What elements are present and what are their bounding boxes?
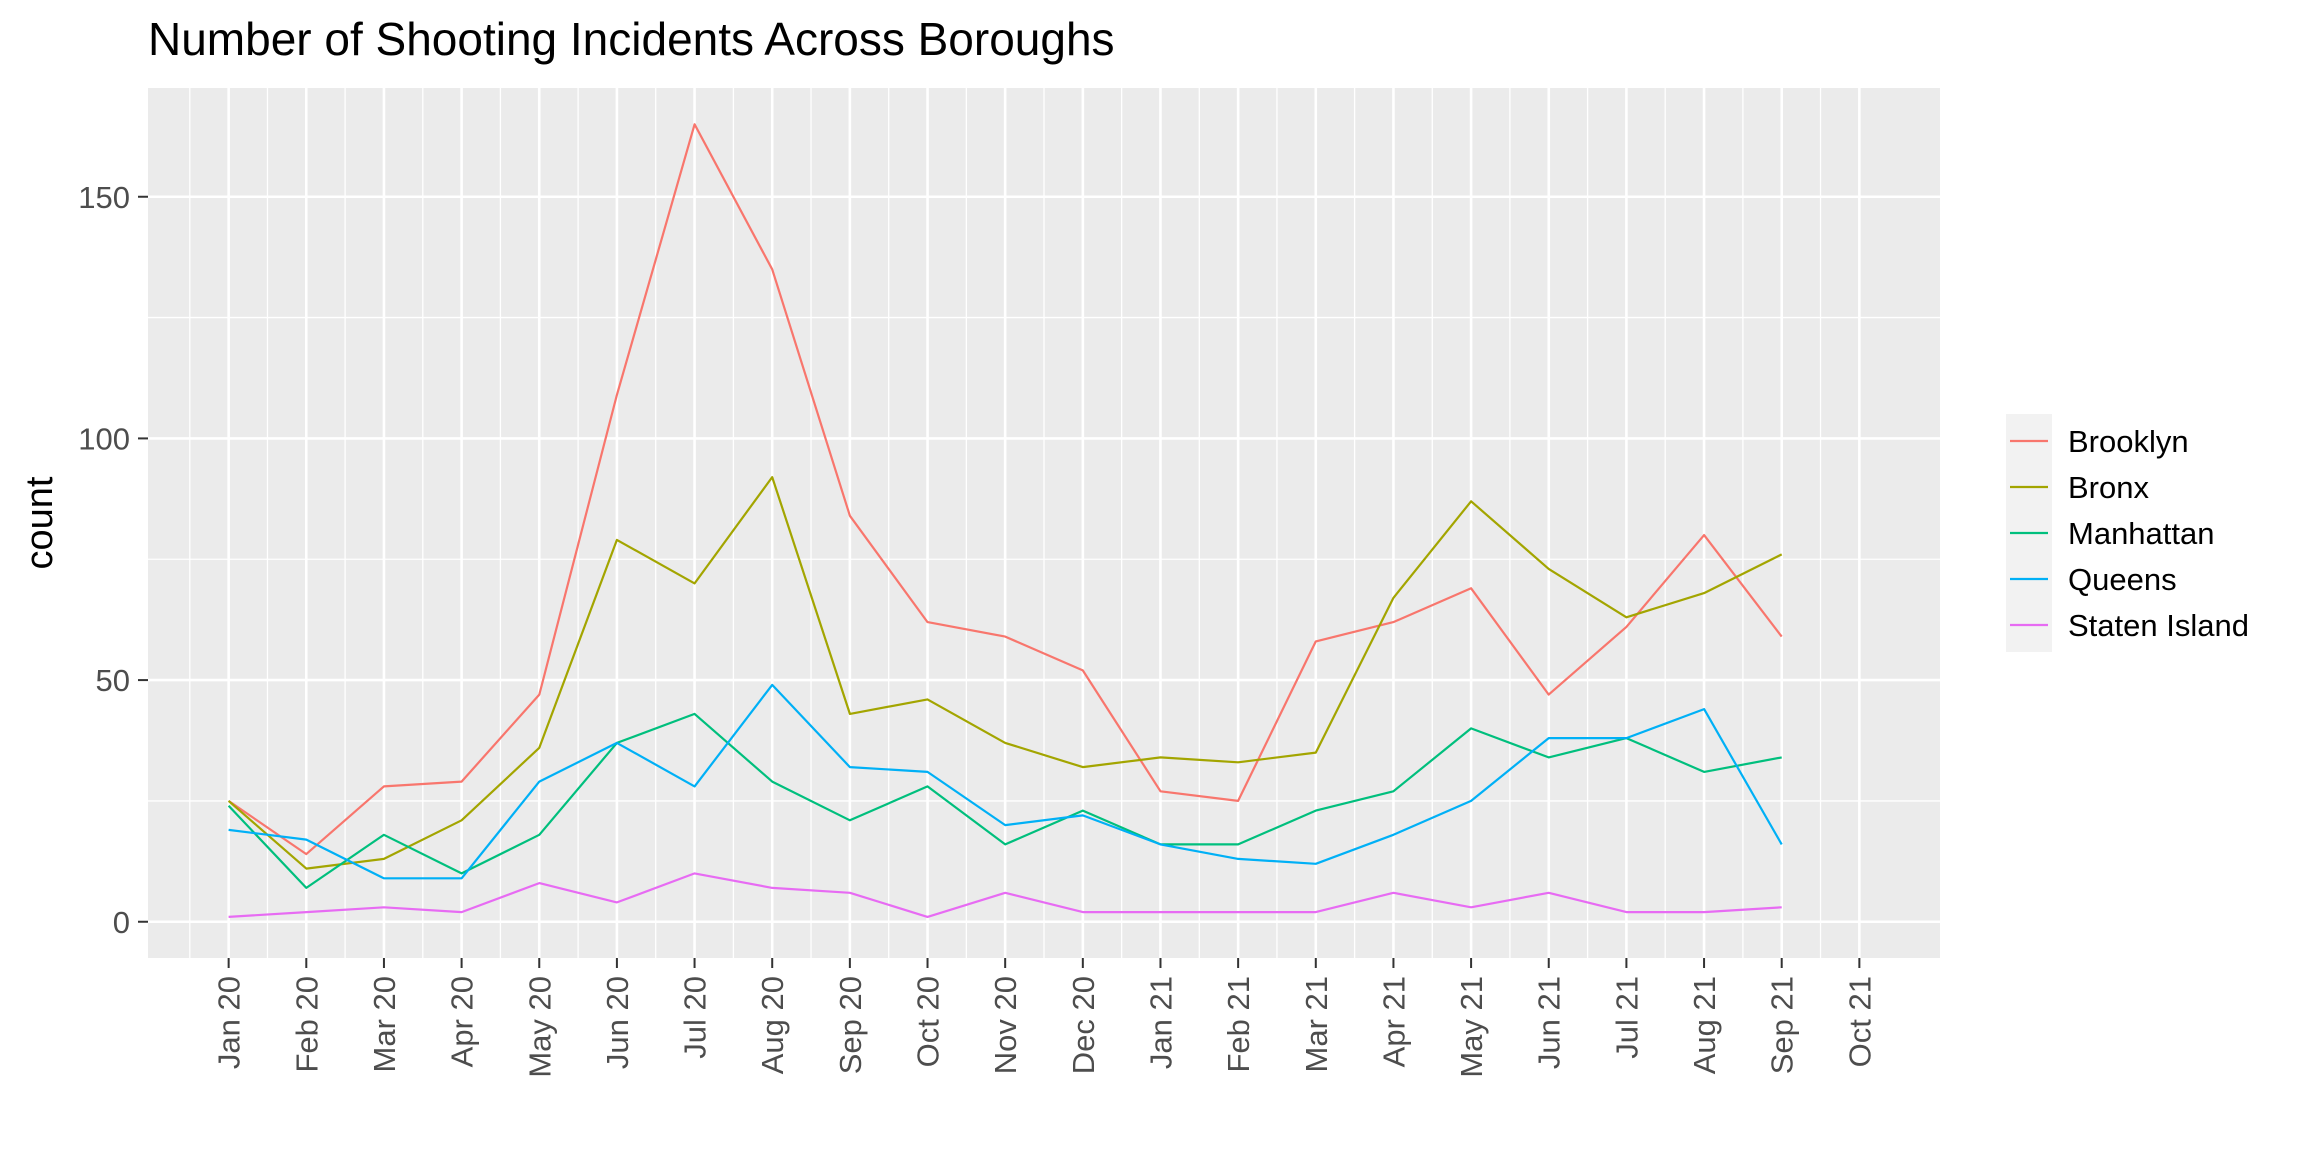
x-tick-label: Jan 21 <box>1143 976 1178 1069</box>
x-tick-label: Aug 20 <box>755 976 790 1074</box>
legend-label-queens: Queens <box>2068 562 2177 597</box>
x-tick-label: May 20 <box>522 976 557 1078</box>
x-tick-label: Jun 20 <box>600 976 635 1069</box>
y-tick-label: 100 <box>78 421 130 456</box>
x-axis: Jan 20 Feb 20 Mar 20 Apr 20 May 20 Jun 20 Jul … <box>212 958 1877 1078</box>
minor-gridlines <box>148 88 1940 958</box>
x-tick-label: Oct 20 <box>911 976 946 1067</box>
chart-title: Number of Shooting Incidents Across Boro… <box>148 13 1115 65</box>
series-line-manhattan <box>227 712 1782 890</box>
legend-label-staten-island: Staten Island <box>2068 608 2249 643</box>
x-tick-label: Aug 21 <box>1687 976 1722 1074</box>
x-tick-label: Apr 21 <box>1376 976 1411 1067</box>
x-tick-label: May 21 <box>1454 976 1489 1078</box>
major-gridlines <box>148 88 1940 958</box>
x-tick-label: Dec 20 <box>1066 976 1101 1074</box>
series-line-brooklyn <box>227 123 1783 856</box>
series-line-staten-island <box>228 872 1782 919</box>
x-tick-label: Oct 21 <box>1842 976 1877 1067</box>
legend-label-manhattan: Manhattan <box>2068 516 2215 551</box>
x-tick-label: Mar 21 <box>1299 976 1334 1072</box>
legend: Brooklyn Bronx Manhattan Queens Staten Islan… <box>2006 414 2249 652</box>
x-tick-label: Jul 20 <box>678 976 713 1059</box>
x-tick-label: Feb 20 <box>289 976 324 1073</box>
x-tick-label: Feb 21 <box>1221 976 1256 1073</box>
x-tick-label: Jul 21 <box>1609 976 1644 1059</box>
legend-label-bronx: Bronx <box>2068 470 2149 505</box>
x-tick-label: Sep 20 <box>833 976 868 1074</box>
x-tick-label: Nov 20 <box>988 976 1023 1074</box>
y-axis-title: count <box>19 476 61 569</box>
x-tick-label: Apr 20 <box>445 976 480 1067</box>
series-line-queens <box>228 683 1783 880</box>
legend-label-brooklyn: Brooklyn <box>2068 424 2189 459</box>
series-line-bronx <box>227 476 1783 870</box>
x-tick-label: Jun 21 <box>1532 976 1567 1069</box>
y-tick-label: 50 <box>96 663 130 698</box>
y-tick-label: 0 <box>113 905 130 940</box>
x-tick-label: Mar 20 <box>367 976 402 1072</box>
series-lines <box>227 123 1783 919</box>
x-tick-label: Sep 21 <box>1765 976 1800 1074</box>
x-tick-label: Jan 20 <box>212 976 247 1069</box>
y-axis: 0 50 100 150 <box>78 180 148 940</box>
y-tick-label: 150 <box>78 180 130 215</box>
